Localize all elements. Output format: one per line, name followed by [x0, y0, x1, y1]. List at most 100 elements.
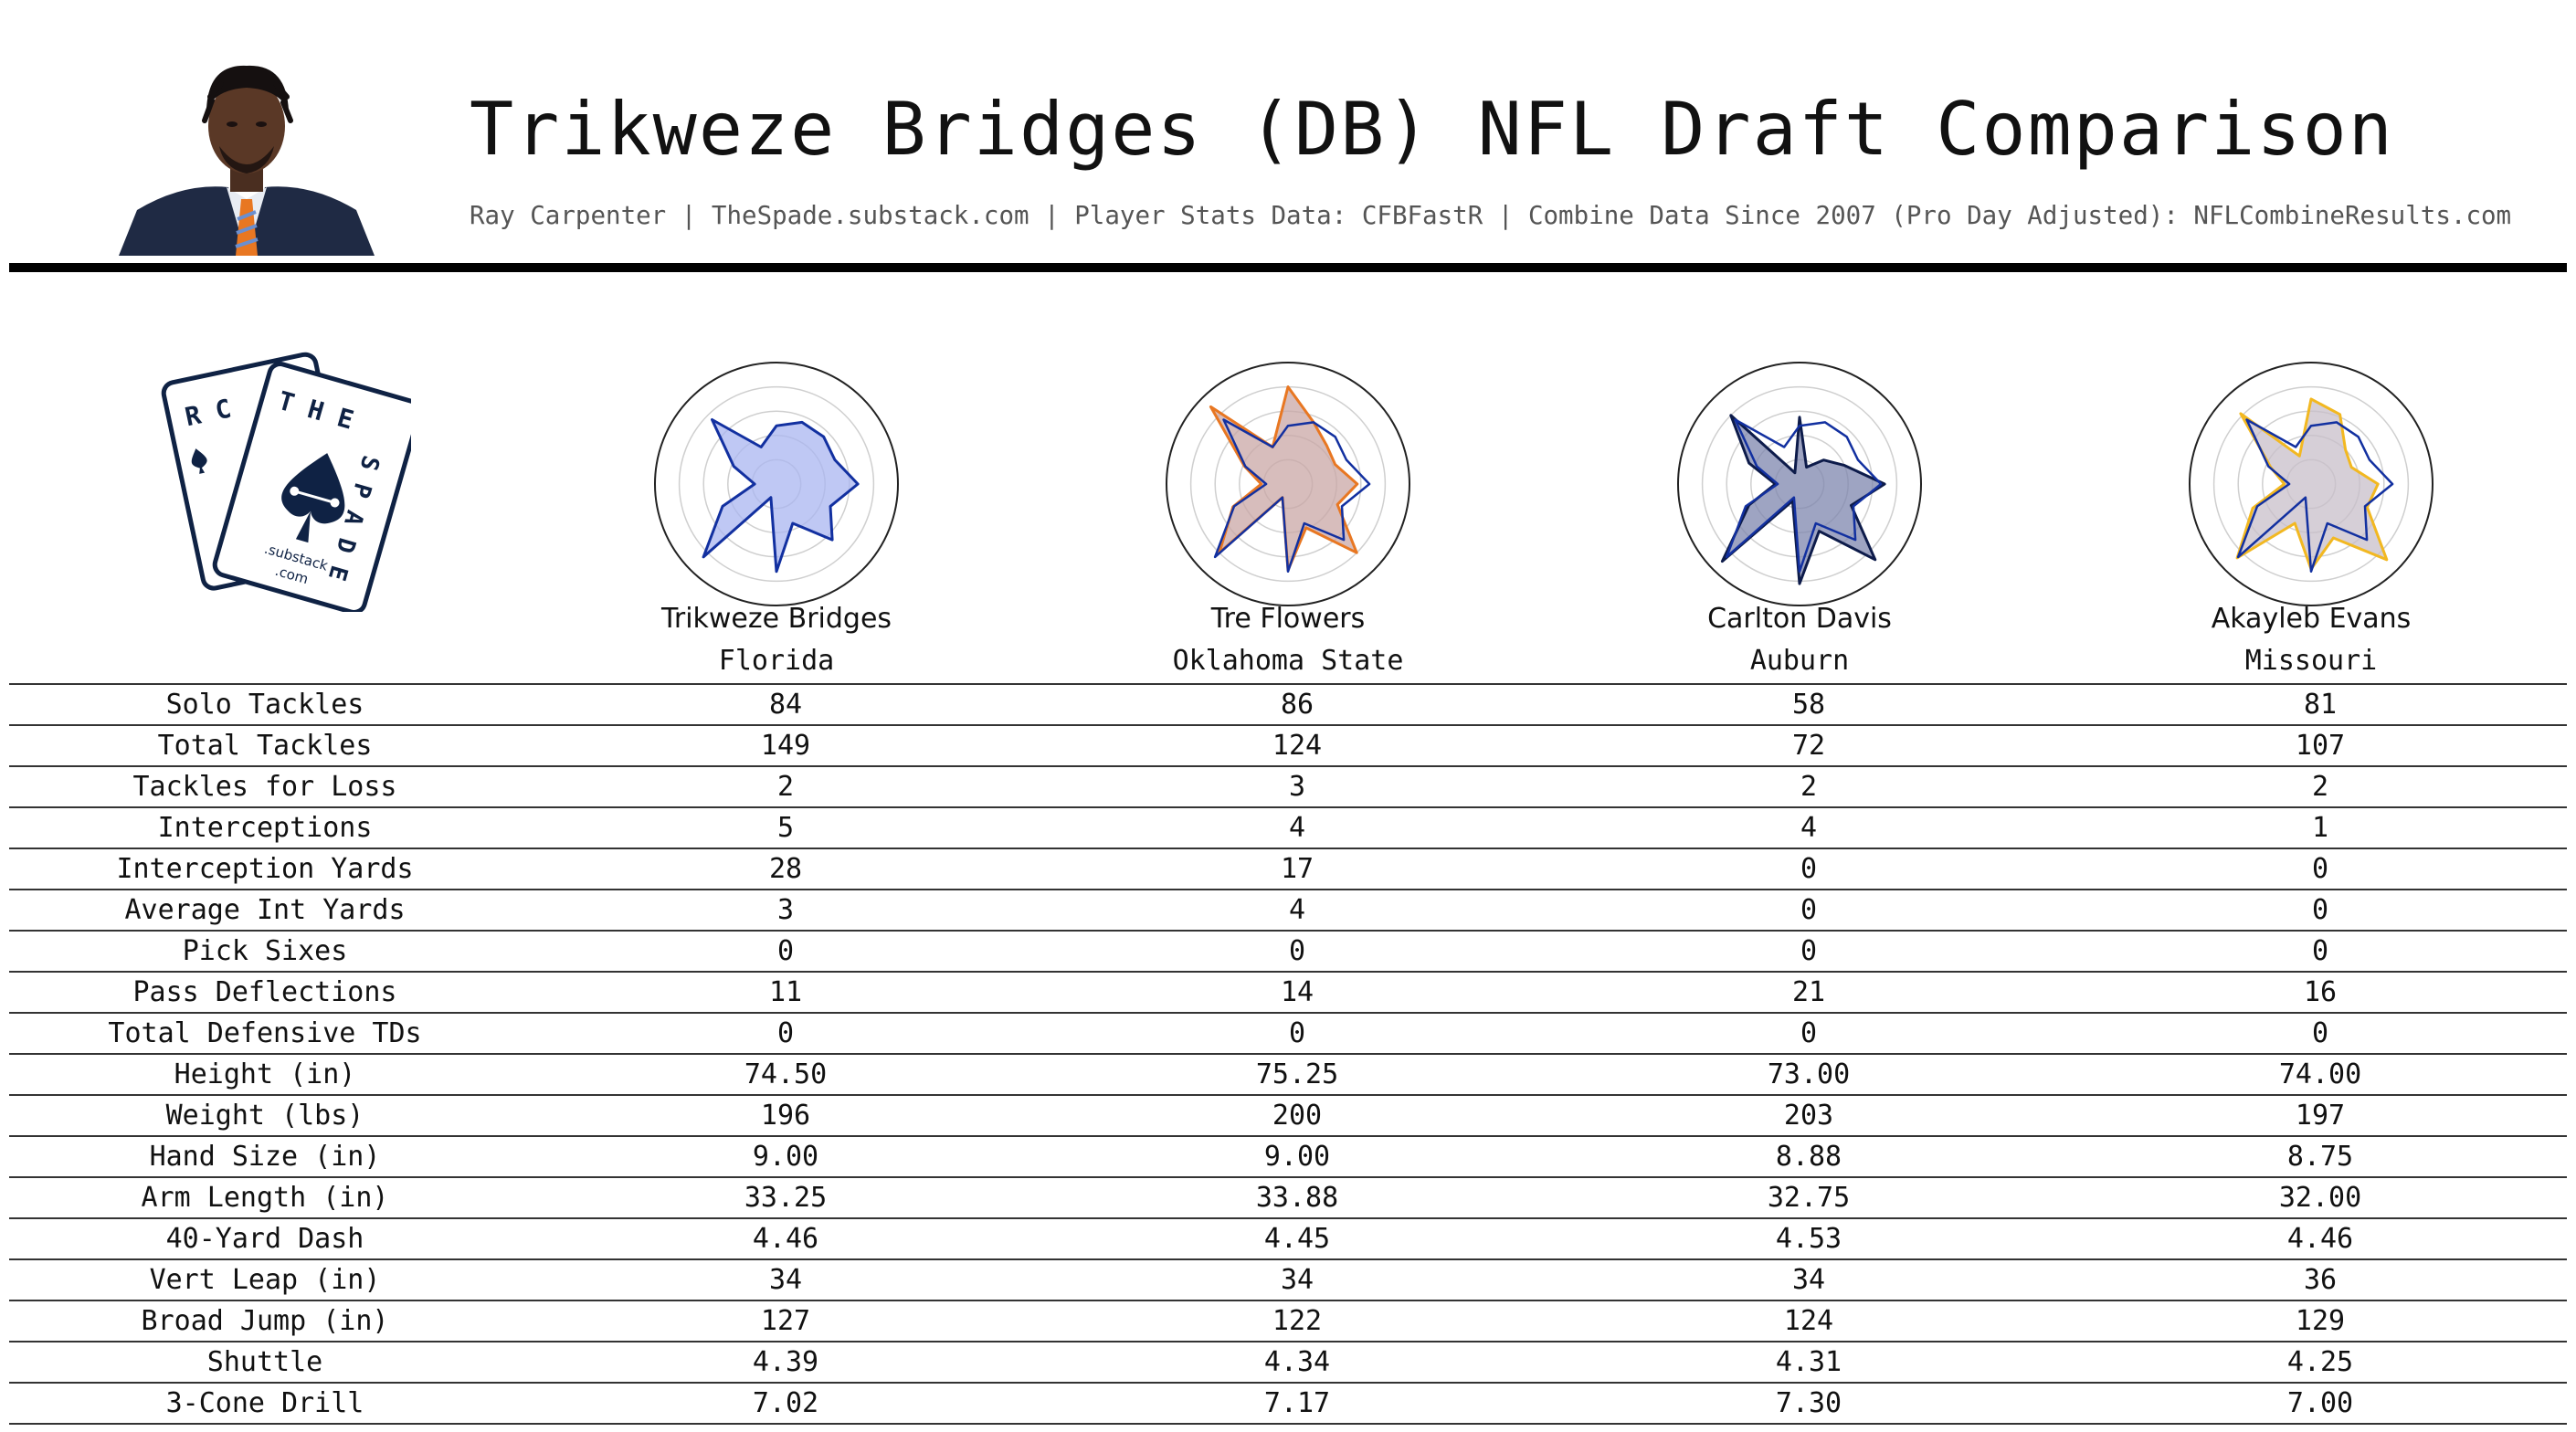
radar-outer-ring — [1166, 362, 1410, 606]
row-label: Interceptions — [157, 812, 373, 844]
radar-comparison-bridges — [1725, 418, 1883, 574]
table-row: Solo Tackles 84 86 58 81 — [9, 683, 2567, 724]
stats-table: Solo Tackles 84 86 58 81 Total Tackles 1… — [9, 683, 2567, 1425]
table-cell: 197 — [2295, 1100, 2346, 1132]
table-cell: 4.46 — [2286, 1223, 2354, 1255]
radar-outer-ring — [1677, 362, 1922, 606]
table-cell: 1 — [2311, 812, 2329, 844]
table-cell: 4 — [1800, 812, 1818, 844]
table-cell: 34 — [768, 1264, 803, 1296]
table-cell: 0 — [1800, 853, 1818, 885]
table-cell: 84 — [768, 689, 803, 721]
table-cell: 32.75 — [1767, 1182, 1851, 1214]
player-school-bridges: Florida — [718, 645, 835, 677]
the-spade-logo: R C T H E .substack .com S P A D E — [161, 352, 411, 612]
suit-jacket — [119, 186, 247, 256]
table-cell: 0 — [2311, 935, 2329, 967]
table-cell: 200 — [1272, 1100, 1323, 1132]
table-cell: 124 — [1272, 730, 1323, 762]
page-title: Trikweze Bridges (DB) NFL Draft Comparis… — [470, 87, 2394, 172]
eye-left — [227, 121, 238, 127]
row-label: 3-Cone Drill — [165, 1387, 364, 1419]
table-cell: 203 — [1783, 1100, 1834, 1132]
table-row: Arm Length (in) 33.25 33.88 32.75 32.00 — [9, 1176, 2567, 1217]
radar-gridline — [2212, 385, 2410, 583]
player-name-flowers: Tre Flowers — [1210, 603, 1366, 635]
hair — [206, 65, 289, 111]
table-cell: 7.00 — [2286, 1387, 2354, 1419]
radar-comparison-bridges — [2236, 418, 2394, 574]
table-cell: 28 — [768, 853, 803, 885]
header-divider — [9, 263, 2567, 272]
table-cell: 4 — [1288, 894, 1306, 926]
table-cell: 2 — [2311, 771, 2329, 803]
table-cell: 3 — [1288, 771, 1306, 803]
table-row: Pass Deflections 11 14 21 16 — [9, 971, 2567, 1012]
radar-comparison-bridges — [1213, 418, 1371, 574]
row-label: Hand Size (in) — [149, 1141, 381, 1173]
table-cell: 0 — [776, 1017, 795, 1049]
player-name-davis: Carlton Davis — [1707, 603, 1892, 635]
row-label: Broad Jump (in) — [141, 1305, 389, 1337]
table-cell: 9.00 — [752, 1141, 819, 1173]
table-cell: 5 — [776, 812, 795, 844]
table-row: Height (in) 74.50 75.25 73.00 74.00 — [9, 1053, 2567, 1094]
table-cell: 0 — [1800, 935, 1818, 967]
suit-jacket-right — [247, 186, 375, 256]
table-cell: 0 — [1800, 1017, 1818, 1049]
table-cell: 149 — [760, 730, 811, 762]
radar-outer-ring — [654, 362, 899, 606]
player-name-evans: Akayleb Evans — [2211, 603, 2412, 635]
player-school-evans: Missouri — [2244, 645, 2378, 677]
table-cell: 0 — [2311, 1017, 2329, 1049]
table-cell: 0 — [776, 935, 795, 967]
table-cell: 81 — [2303, 689, 2338, 721]
row-label: Total Tackles — [157, 730, 373, 762]
table-cell: 7.30 — [1775, 1387, 1842, 1419]
table-cell: 16 — [2303, 976, 2338, 1008]
table-cell: 7.17 — [1263, 1387, 1331, 1419]
row-label: Pick Sixes — [182, 935, 348, 967]
table-cell: 129 — [2295, 1305, 2346, 1337]
table-row: Shuttle 4.39 4.34 4.31 4.25 — [9, 1341, 2567, 1382]
table-cell: 17 — [1280, 853, 1314, 885]
radar-chart-3 — [2189, 362, 2433, 606]
row-label: Interception Yards — [116, 853, 414, 885]
row-label: Average Int Yards — [124, 894, 406, 926]
table-cell: 0 — [1288, 1017, 1306, 1049]
row-label: Vert Leap (in) — [149, 1264, 381, 1296]
table-row: Hand Size (in) 9.00 9.00 8.88 8.75 — [9, 1135, 2567, 1176]
table-cell: 14 — [1280, 976, 1314, 1008]
table-cell: 34 — [1280, 1264, 1314, 1296]
hair-locs — [202, 81, 293, 123]
radar-chart-1 — [1166, 362, 1410, 606]
row-label: Solo Tackles — [165, 689, 364, 721]
row-label: Pass Deflections — [132, 976, 397, 1008]
row-label: Shuttle — [206, 1346, 323, 1378]
row-label: 40-Yard Dash — [165, 1223, 364, 1255]
table-cell: 0 — [1288, 935, 1306, 967]
table-cell: 7.02 — [752, 1387, 819, 1419]
table-row: Weight (lbs) 196 200 203 197 — [9, 1094, 2567, 1135]
table-row: Vert Leap (in) 34 34 34 36 — [9, 1258, 2567, 1300]
radar-gridline — [678, 385, 875, 583]
table-cell: 0 — [2311, 894, 2329, 926]
table-cell: 0 — [2311, 853, 2329, 885]
table-cell: 11 — [768, 976, 803, 1008]
table-cell: 4.34 — [1263, 1346, 1331, 1378]
row-label: Total Defensive TDs — [108, 1017, 422, 1049]
table-cell: 0 — [1800, 894, 1818, 926]
table-cell: 74.00 — [2278, 1058, 2362, 1090]
table-cell: 124 — [1783, 1305, 1834, 1337]
table-cell: 34 — [1791, 1264, 1826, 1296]
radar-series-2 — [1720, 414, 1886, 585]
table-cell: 196 — [760, 1100, 811, 1132]
row-label: Weight (lbs) — [165, 1100, 364, 1132]
radar-series-0 — [702, 418, 860, 574]
table-cell: 75.25 — [1255, 1058, 1339, 1090]
player-school-davis: Auburn — [1749, 645, 1850, 677]
table-row: Average Int Yards 3 4 0 0 — [9, 889, 2567, 930]
player-school-flowers: Oklahoma State — [1172, 645, 1404, 677]
table-cell: 36 — [2303, 1264, 2338, 1296]
table-row: Total Tackles 149 124 72 107 — [9, 724, 2567, 765]
